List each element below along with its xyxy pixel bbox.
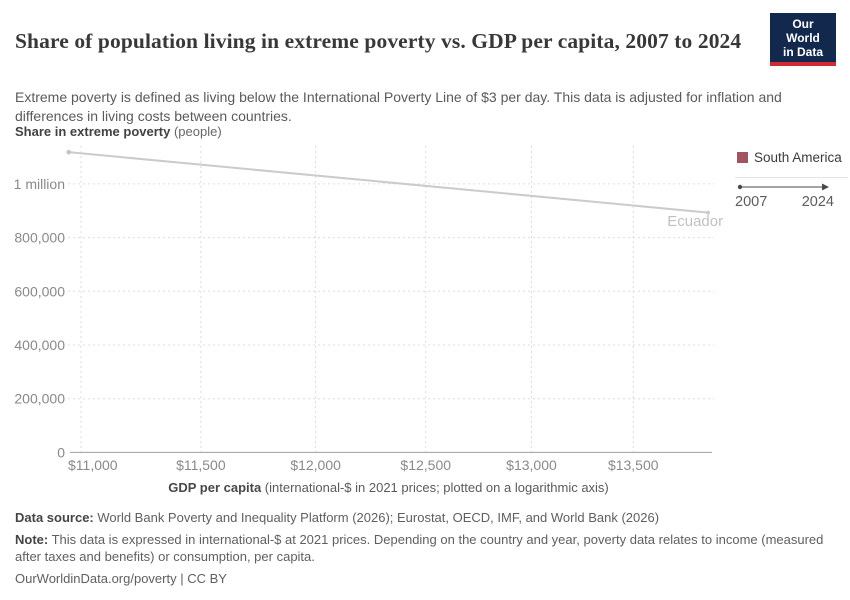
timeline-years: 2007 2024 <box>735 194 834 210</box>
series-label-ecuador[interactable]: Ecuador <box>667 213 723 230</box>
chart-subtitle: Extreme poverty is defined as living bel… <box>15 89 782 124</box>
y-axis-title-text: Share in extreme poverty <box>15 124 171 139</box>
timeline-start-year: 2007 <box>735 194 768 210</box>
legend: South America 2007 2024 <box>735 150 848 210</box>
x-tick-label: $11,500 <box>176 457 226 473</box>
note-text: This data is expressed in international-… <box>15 531 824 565</box>
data-point-2007[interactable] <box>66 149 71 155</box>
x-tick-labels: $11,000 $11,500 $12,000 $12,500 $13,000 $13,5… <box>68 457 659 473</box>
owid-logo-line1: Our World <box>786 17 820 45</box>
y-tick-label: 1 million <box>14 176 65 192</box>
x-tick-label: $12,000 <box>290 457 341 473</box>
timeline-arrow-icon <box>737 183 829 191</box>
timeline-end-year: 2024 <box>801 194 834 210</box>
data-source-label: Data source: <box>15 510 94 525</box>
note-label: Note: <box>15 531 49 547</box>
owid-logo[interactable]: Our World in Data <box>770 13 836 66</box>
citation: OurWorldinData.org/poverty | CC BY <box>15 570 227 586</box>
x-tick-label: $11,000 <box>68 457 118 473</box>
y-axis-title-unit: (people) <box>170 124 222 139</box>
y-tick-label: 400,000 <box>14 337 65 353</box>
y-tick-label: 800,000 <box>14 230 65 246</box>
x-axis-title-unit: (international-$ in 2021 prices; plotted… <box>261 480 609 495</box>
y-tick-label: 600,000 <box>14 283 65 299</box>
x-tick-label: $13,000 <box>506 457 557 473</box>
chart-title: Share of population living in extreme po… <box>15 29 742 54</box>
data-point-2024[interactable] <box>706 210 711 215</box>
data-source-text: World Bank Poverty and Inequality Platfo… <box>93 510 660 525</box>
y-tick-label: 0 <box>57 444 65 460</box>
x-axis-title-text: GDP per capita <box>168 480 262 495</box>
x-tick-label: $13,500 <box>608 457 659 473</box>
series-layer[interactable]: Ecuador <box>66 149 723 230</box>
legend-separator <box>735 177 848 178</box>
y-axis-title: Share in extreme poverty (people) <box>15 124 222 139</box>
x-tick-label: $12,500 <box>400 457 451 473</box>
ecuador-line[interactable] <box>68 151 709 214</box>
legend-label: South America <box>754 150 842 165</box>
x-axis-title: GDP per capita (international-$ in 2021 … <box>65 480 712 495</box>
x-gridlines <box>80 146 634 453</box>
y-tick-labels: 0 200,000 400,000 600,000 800,000 1 million <box>14 176 66 461</box>
owid-logo-line2: in Data <box>782 45 823 59</box>
data-source-line: Data source: World Bank Poverty and Ineq… <box>15 509 837 527</box>
footer: Data source: World Bank Poverty and Ineq… <box>15 509 837 587</box>
legend-swatch <box>737 152 748 163</box>
y-gridlines <box>68 183 714 453</box>
note-line: Note: This data is expressed in internat… <box>15 531 837 566</box>
legend-item-south-america[interactable]: South America <box>735 150 848 165</box>
y-tick-label: 200,000 <box>14 391 65 407</box>
